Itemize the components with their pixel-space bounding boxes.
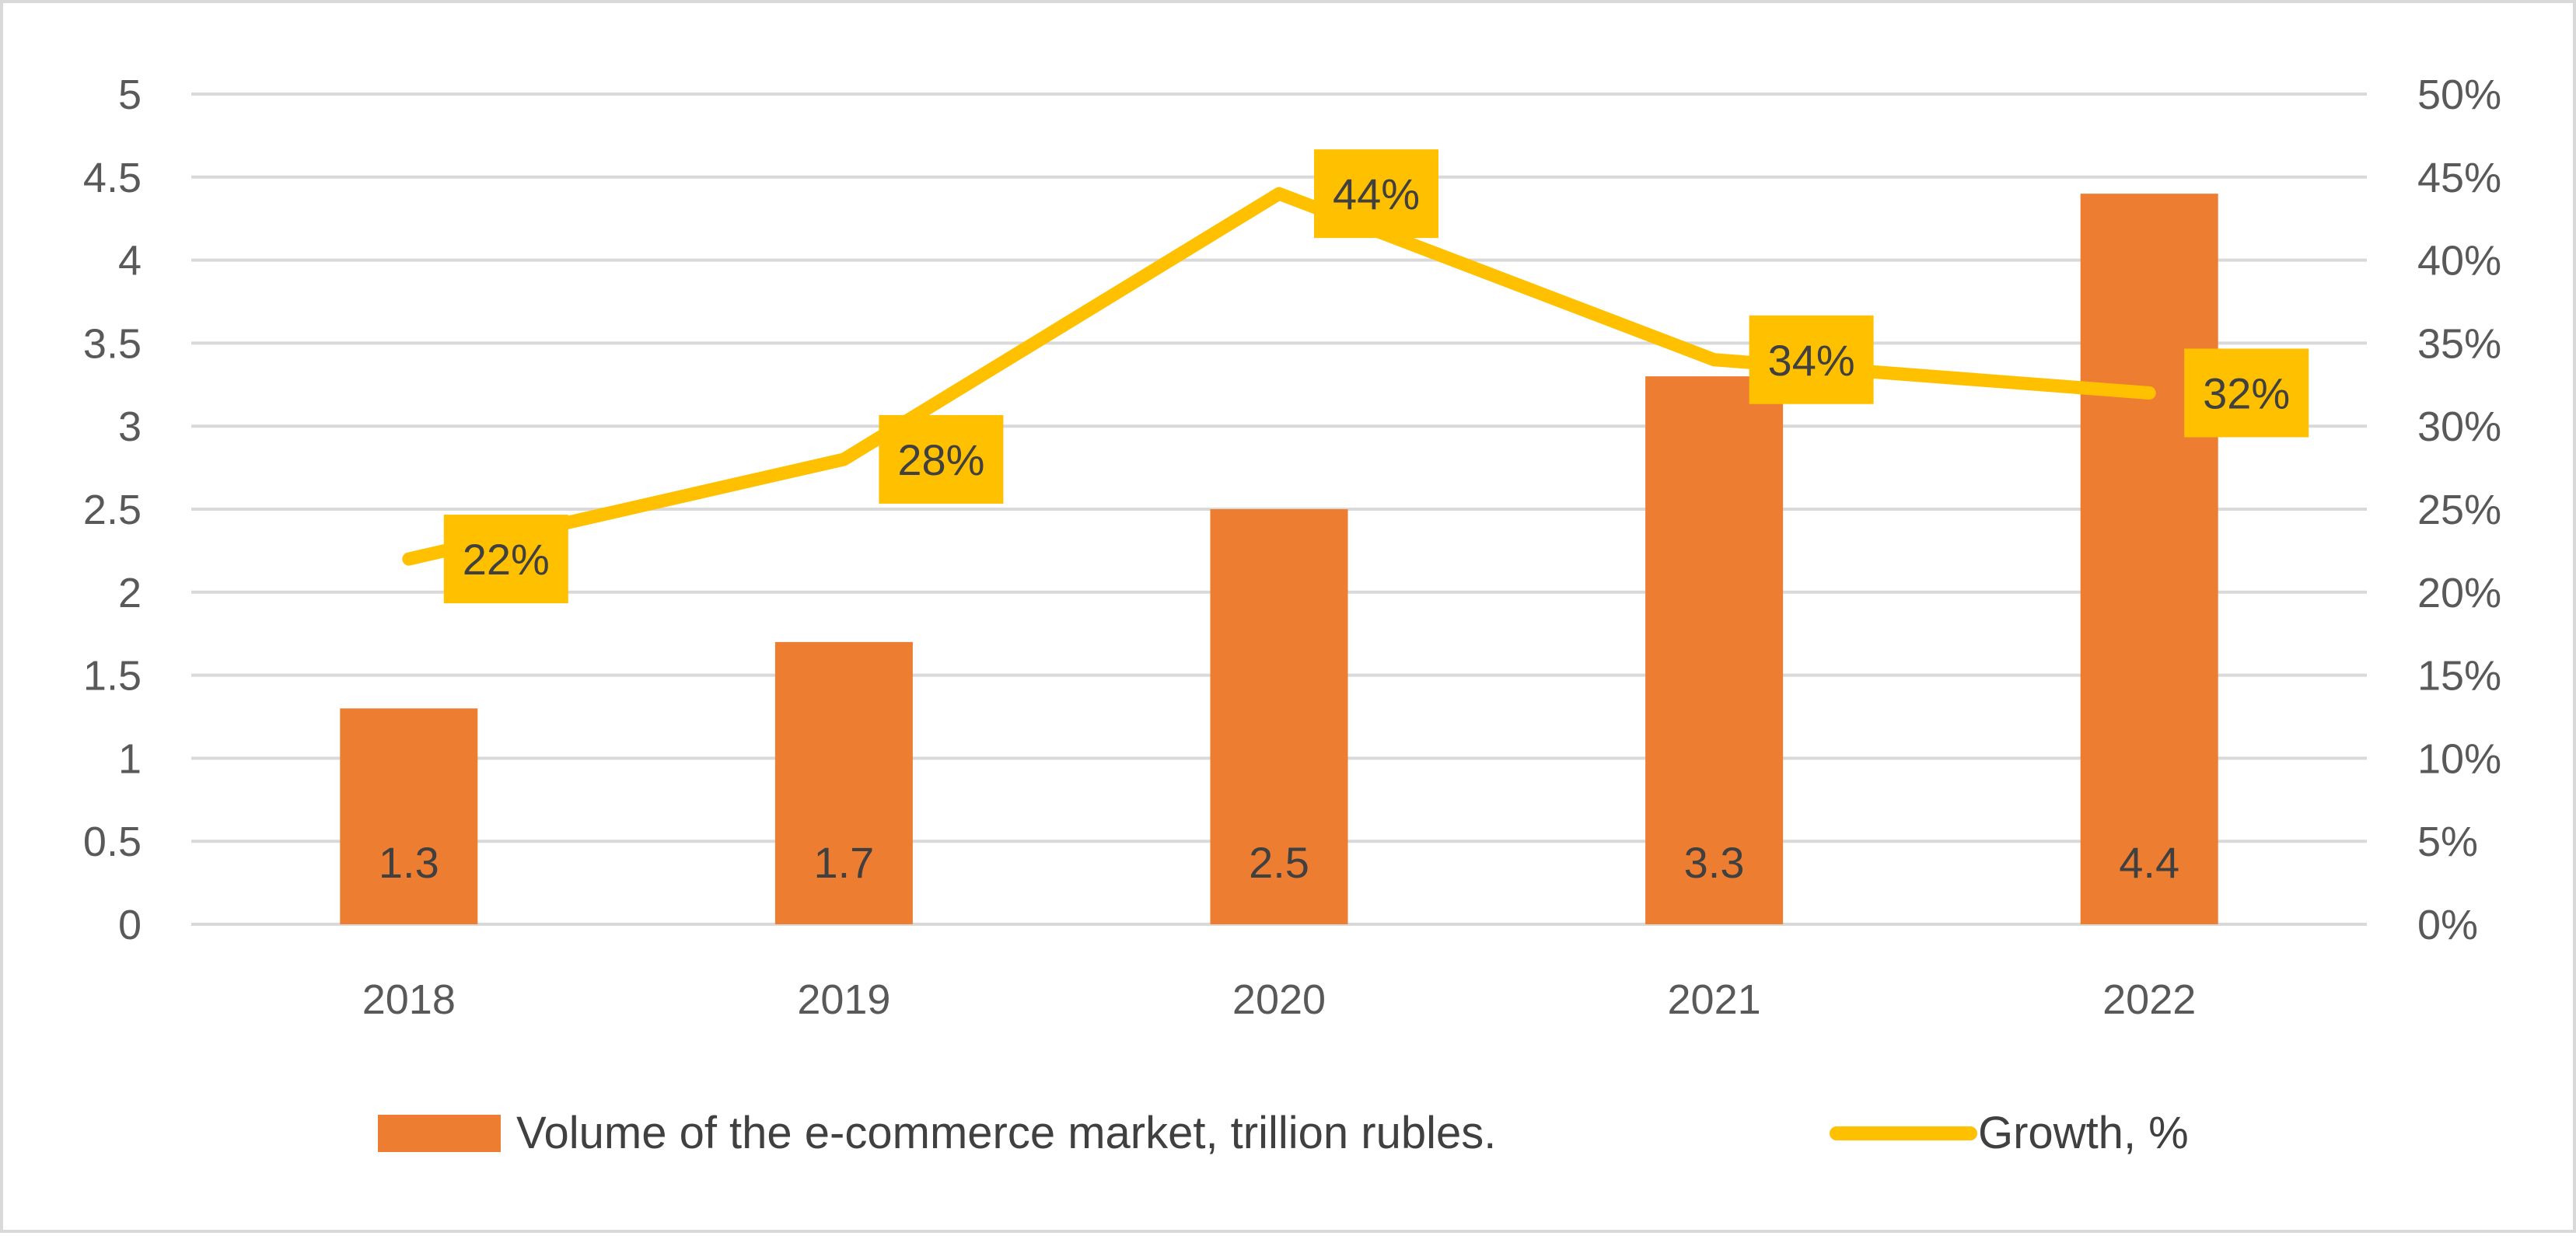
x-axis-ticks: 2018 2019 2020 2021 2022	[362, 976, 2197, 1023]
right-axis-tick-label: 40%	[2417, 238, 2501, 285]
right-axis-tick-label: 0%	[2417, 902, 2478, 948]
left-axis-tick-label: 4.5	[83, 155, 142, 201]
legend-label-volume: Volume of the e-commerce market, trillio…	[516, 1108, 1496, 1158]
x-axis-tick-label: 2021	[1668, 976, 1761, 1023]
right-axis-tick-label: 30%	[2417, 403, 2501, 450]
right-axis-ticks: 0% 5% 10% 15% 20% 25% 30% 35% 40% 45% 50%	[2417, 72, 2501, 948]
left-axis-tick-label: 2.5	[83, 487, 142, 533]
bar-data-label: 4.4	[2119, 838, 2179, 887]
x-axis-tick-label: 2022	[2102, 976, 2196, 1023]
left-axis-tick-label: 5	[118, 72, 142, 118]
left-axis-tick-label: 1.5	[83, 653, 142, 700]
left-axis-tick-label: 4	[118, 238, 142, 285]
legend-label-growth: Growth, %	[1978, 1108, 2189, 1158]
right-axis-tick-label: 45%	[2417, 155, 2501, 201]
bar	[774, 641, 913, 924]
left-axis-tick-label: 0.5	[83, 819, 142, 865]
growth-data-label: 34%	[1768, 336, 1855, 385]
x-axis-tick-label: 2019	[797, 976, 890, 1023]
bar	[2080, 194, 2218, 924]
x-axis-tick-label: 2020	[1232, 976, 1326, 1023]
growth-data-label: 44%	[1333, 169, 1420, 218]
bar-data-labels: 1.3 1.7 2.5 3.3 4.4	[379, 838, 2179, 887]
right-axis-tick-label: 15%	[2417, 653, 2501, 700]
growth-label-box	[443, 515, 568, 604]
left-axis-tick-label: 1	[118, 735, 142, 782]
bar	[1210, 509, 1348, 924]
bar-data-label: 2.5	[1249, 838, 1309, 887]
bar-series	[340, 194, 2218, 924]
bar	[340, 708, 478, 924]
chart: 0 0.5 1 1.5 2 2.5 3 3.5 4 4.5 5 0% 5% 10% 15% 20% 25% 30…	[83, 72, 2501, 1158]
left-axis-tick-label: 3	[118, 403, 142, 450]
growth-label-box	[1749, 315, 1874, 404]
bar-data-label: 1.3	[379, 838, 439, 887]
left-axis-tick-label: 2	[118, 570, 142, 616]
bar	[1645, 376, 1784, 924]
legend-swatch-volume	[378, 1115, 501, 1152]
growth-label-box	[879, 414, 1004, 504]
growth-data-label: 32%	[2203, 368, 2290, 417]
right-axis-tick-label: 10%	[2417, 735, 2501, 782]
right-axis-tick-label: 35%	[2417, 320, 2501, 367]
growth-data-label: 28%	[897, 435, 984, 484]
growth-label-box	[1314, 149, 1438, 239]
left-axis-tick-label: 3.5	[83, 320, 142, 367]
bar-data-label: 1.7	[813, 838, 874, 887]
right-axis-tick-label: 20%	[2417, 570, 2501, 616]
growth-data-label: 22%	[463, 535, 550, 584]
right-axis-tick-label: 25%	[2417, 487, 2501, 533]
x-axis-tick-label: 2018	[362, 976, 456, 1023]
right-axis-tick-label: 5%	[2417, 819, 2478, 865]
right-axis-tick-label: 50%	[2417, 72, 2501, 118]
left-axis-ticks: 0 0.5 1 1.5 2 2.5 3 3.5 4 4.5 5	[83, 72, 142, 948]
legend: Volume of the e-commerce market, trillio…	[378, 1108, 2189, 1158]
growth-label-box	[2184, 348, 2309, 438]
growth-line	[402, 187, 2156, 566]
bar-data-label: 3.3	[1684, 838, 1745, 887]
left-axis-tick-label: 0	[118, 902, 142, 948]
growth-line-series: 22% 28% 44% 34% 32%	[402, 149, 2309, 604]
